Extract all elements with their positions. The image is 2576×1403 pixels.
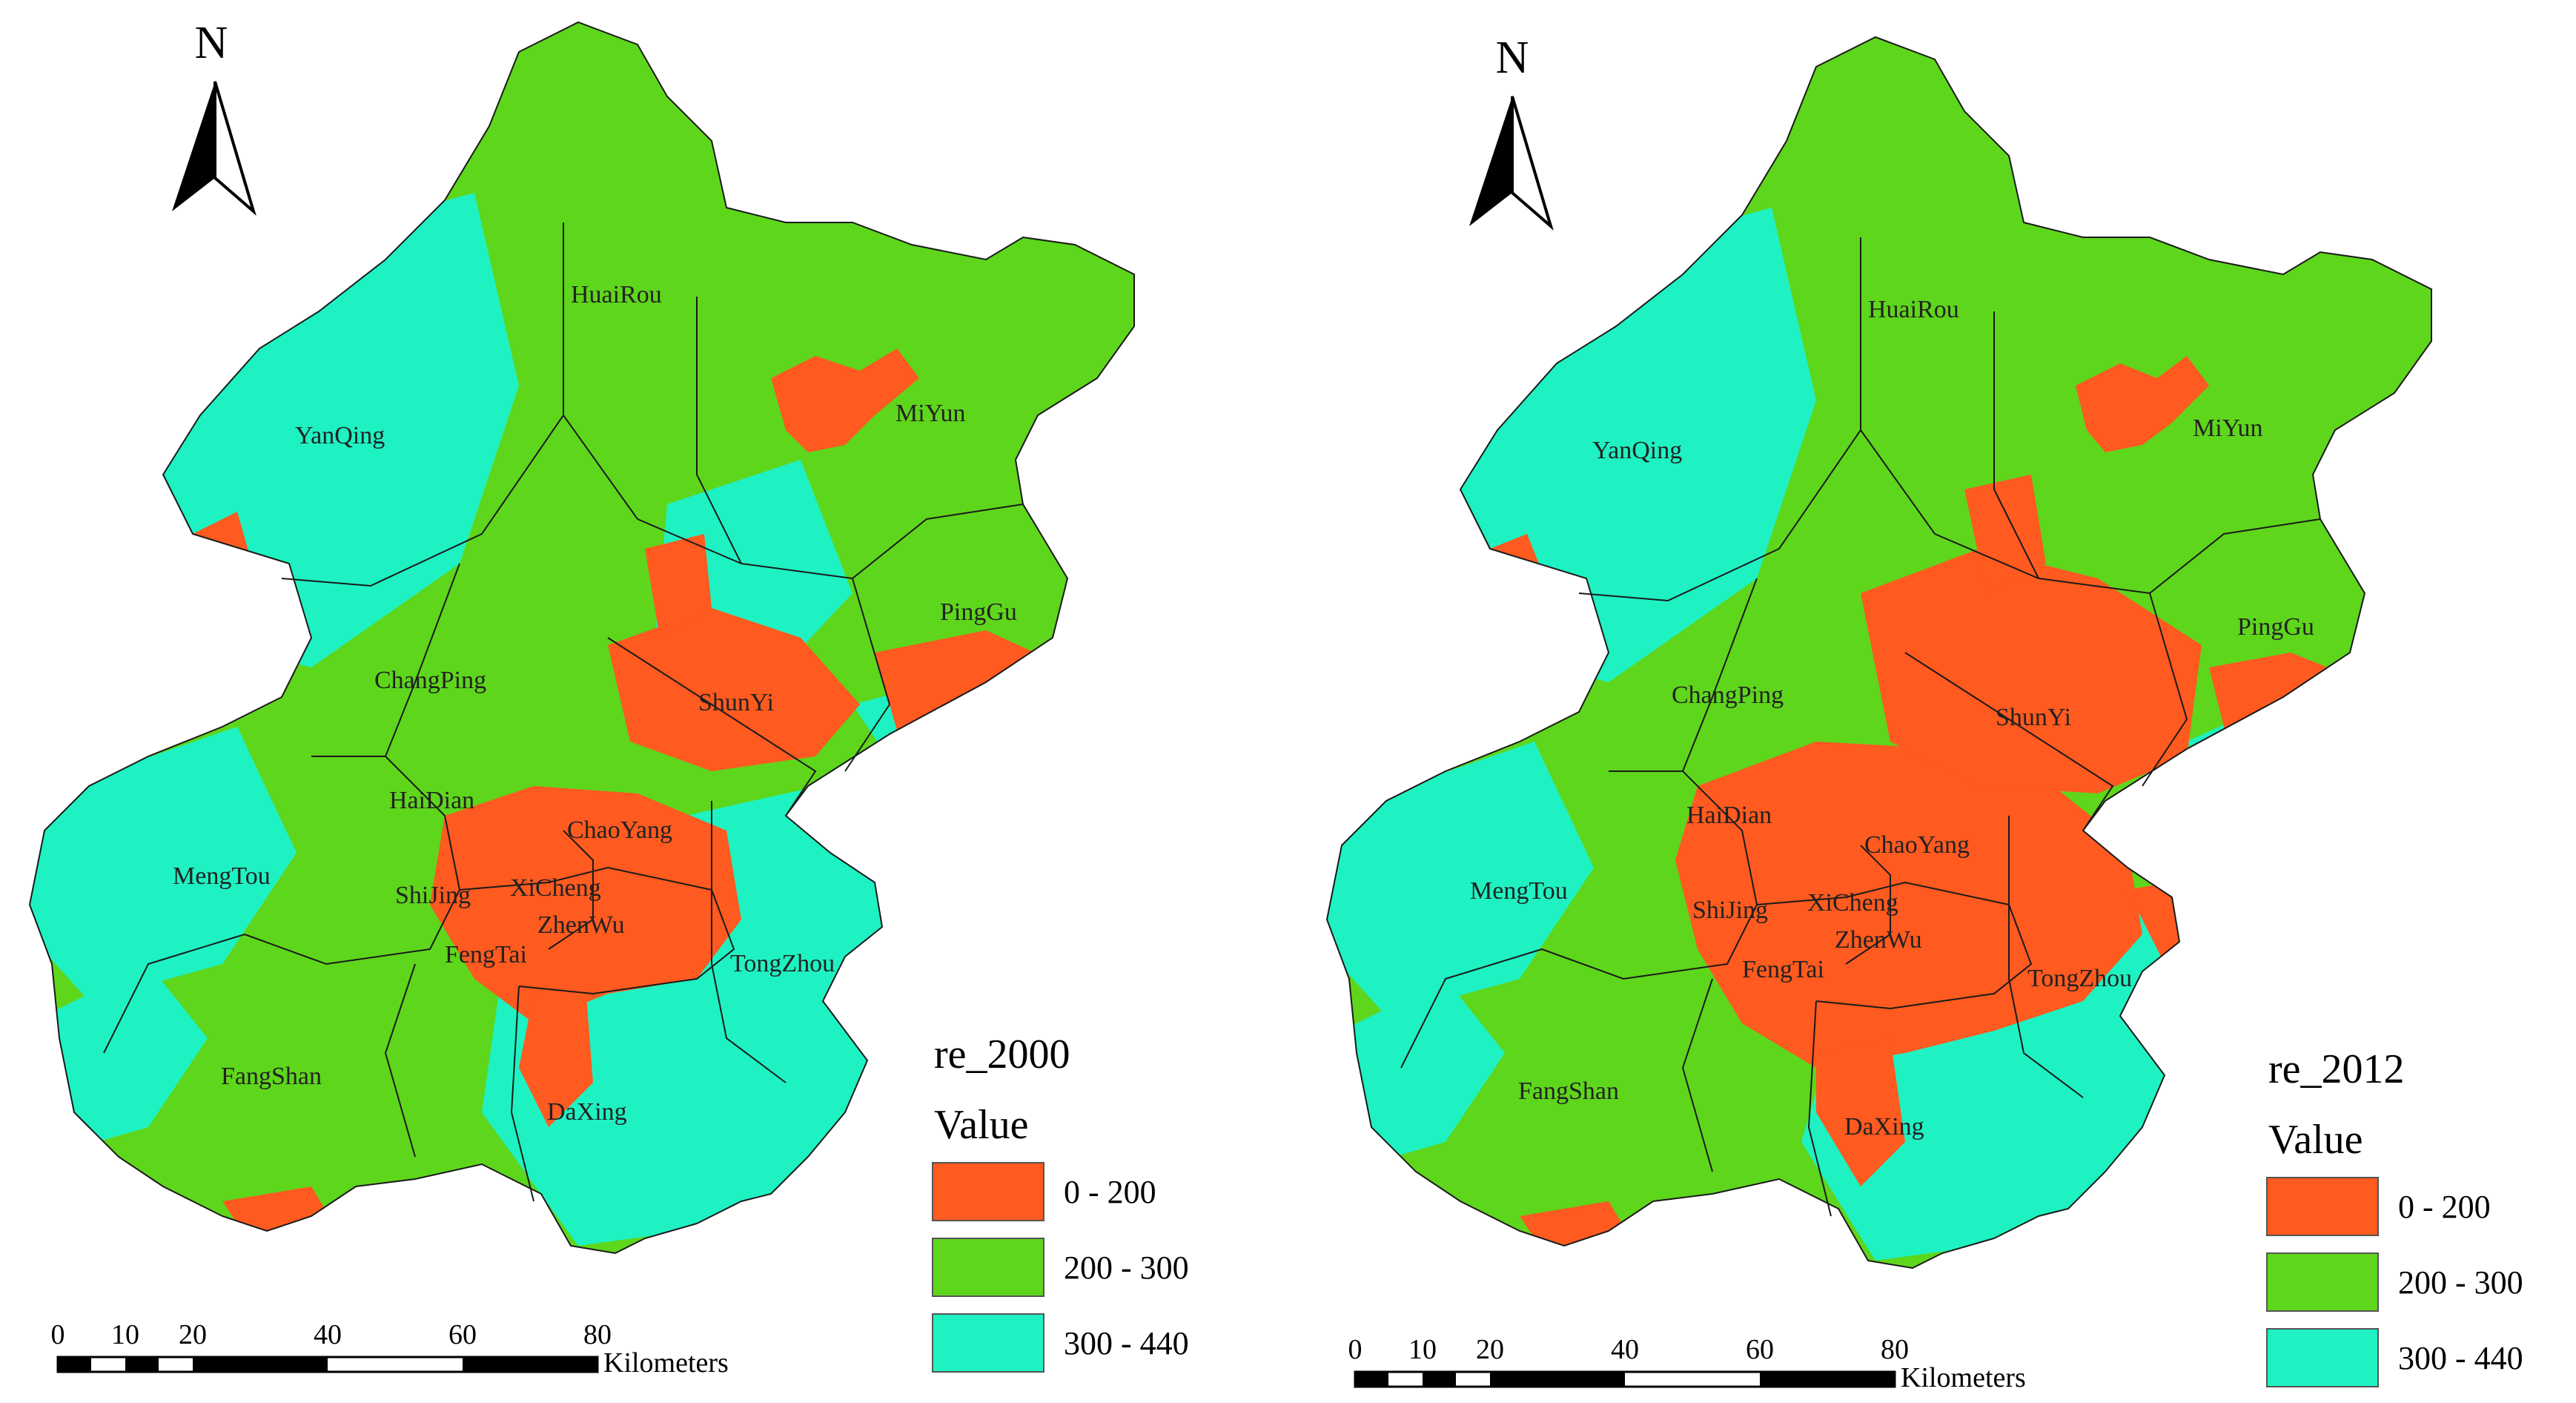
district-label: ShunYi bbox=[698, 689, 774, 716]
north-arrow: N bbox=[1469, 33, 1554, 231]
scale-tick: 0 bbox=[51, 1319, 65, 1350]
scale-tick: 40 bbox=[314, 1319, 342, 1350]
district-label: XiCheng bbox=[510, 874, 601, 902]
low-zone-pinggu bbox=[2209, 653, 2365, 756]
scale-tick: 0 bbox=[1348, 1334, 1363, 1365]
legend-label-high: 300 - 440 bbox=[1064, 1325, 1189, 1361]
district-label: TongZhou bbox=[730, 950, 835, 977]
legend-heading: Value bbox=[934, 1102, 1029, 1148]
scale-tick: 40 bbox=[1611, 1334, 1639, 1365]
district-label: YanQing bbox=[295, 422, 385, 449]
district-label: HaiDian bbox=[1686, 802, 1772, 829]
high-zone-west bbox=[1327, 742, 1594, 1016]
scale-tick: 80 bbox=[1881, 1334, 1909, 1365]
district-label: ChangPing bbox=[1672, 681, 1784, 709]
legend-swatch-mid bbox=[932, 1238, 1044, 1297]
district-labels: HuaiRou MiYun YanQing PingGu ChangPing S… bbox=[1470, 296, 2314, 1140]
legend-swatch-high bbox=[2266, 1328, 2379, 1387]
district-label: MiYun bbox=[895, 400, 965, 427]
legend-2000: re_2000 Value 0 - 200 200 - 300 300 - 44… bbox=[932, 1031, 1189, 1373]
district-label: HuaiRou bbox=[571, 281, 662, 308]
scale-unit: Kilometers bbox=[1901, 1362, 2026, 1393]
district-label: MengTou bbox=[173, 862, 271, 890]
legend-label-mid: 200 - 300 bbox=[2398, 1264, 2523, 1301]
low-zone-urban bbox=[1675, 742, 2142, 1068]
district-label: MengTou bbox=[1470, 877, 1568, 905]
district-labels: HuaiRou MiYun YanQing PingGu ChangPing S… bbox=[173, 281, 1017, 1126]
raster-2000 bbox=[30, 22, 1134, 1253]
north-label: N bbox=[195, 18, 228, 68]
district-label: PingGu bbox=[2237, 613, 2314, 641]
north-arrow-icon bbox=[1469, 96, 1512, 226]
low-zone-pinggu bbox=[875, 630, 1067, 756]
legend-title: re_2000 bbox=[934, 1031, 1070, 1077]
legend-label-mid: 200 - 300 bbox=[1064, 1250, 1189, 1286]
raster-2012 bbox=[1327, 37, 2431, 1268]
low-zone-urban bbox=[430, 786, 741, 1023]
low-zone-corridor bbox=[645, 534, 712, 638]
district-label: FangShan bbox=[1518, 1077, 1619, 1105]
district-label: MiYun bbox=[2193, 415, 2262, 442]
district-label: ShiJing bbox=[1692, 897, 1768, 924]
district-label: ChangPing bbox=[374, 667, 486, 694]
district-label: FangShan bbox=[221, 1063, 322, 1090]
district-label: ZhenWu bbox=[537, 911, 625, 939]
low-zone-south-strip bbox=[519, 986, 593, 1127]
low-zone-corridor bbox=[1964, 475, 2046, 593]
scale-unit: Kilometers bbox=[603, 1347, 729, 1379]
legend-label-high: 300 - 440 bbox=[2398, 1340, 2523, 1376]
north-label: N bbox=[1496, 33, 1529, 83]
legend-swatch-mid bbox=[2266, 1252, 2379, 1312]
district-boundaries bbox=[29, 22, 1135, 1254]
district-label: DaXing bbox=[547, 1098, 627, 1126]
district-label: XiCheng bbox=[1807, 889, 1898, 917]
district-label: HuaiRou bbox=[1868, 296, 1959, 323]
scale-tick: 60 bbox=[1746, 1334, 1774, 1365]
district-label: ChaoYang bbox=[1864, 831, 1970, 859]
district-boundaries bbox=[1326, 36, 2432, 1269]
scale-bar-2000: 0 10 20 40 60 80 Kilometers bbox=[51, 1319, 729, 1379]
reservoir-miyun bbox=[771, 349, 919, 452]
legend-title: re_2012 bbox=[2268, 1046, 2405, 1092]
legend-label-low: 0 - 200 bbox=[2398, 1189, 2491, 1225]
district-label: ChaoYang bbox=[567, 816, 672, 844]
scale-tick: 10 bbox=[111, 1319, 139, 1350]
scale-tick: 60 bbox=[448, 1319, 477, 1350]
district-label: ZhenWu bbox=[1835, 926, 1922, 954]
legend-label-low: 0 - 200 bbox=[1064, 1174, 1156, 1210]
scale-tick: 20 bbox=[179, 1319, 207, 1350]
district-label: ShiJing bbox=[395, 882, 471, 909]
district-label: HaiDian bbox=[389, 787, 474, 814]
north-arrow-icon bbox=[172, 82, 215, 211]
legend-heading: Value bbox=[2268, 1117, 2363, 1163]
low-zone-shunyi bbox=[1861, 549, 2202, 793]
district-label: TongZhou bbox=[2027, 965, 2132, 992]
low-zone-south-strip bbox=[1816, 1038, 1905, 1186]
scale-tick: 80 bbox=[583, 1319, 612, 1350]
scale-tick: 10 bbox=[1408, 1334, 1437, 1365]
legend-swatch-low bbox=[932, 1162, 1044, 1221]
high-zone-west bbox=[30, 727, 297, 1001]
north-arrow: N bbox=[172, 18, 256, 216]
legend-swatch-high bbox=[932, 1313, 1044, 1373]
scale-bar-2012: 0 10 20 40 60 80 Kilometers bbox=[1348, 1334, 2026, 1393]
district-label: ShunYi bbox=[1996, 704, 2071, 731]
low-zone-shunyi bbox=[608, 608, 860, 771]
legend-2012: re_2012 Value 0 - 200 200 - 300 300 - 44… bbox=[2266, 1046, 2523, 1387]
district-label: PingGu bbox=[940, 598, 1017, 626]
district-label: FengTai bbox=[445, 941, 527, 968]
district-label: DaXing bbox=[1844, 1113, 1924, 1140]
map-2000: HuaiRou MiYun YanQing PingGu ChangPing S… bbox=[29, 18, 1189, 1379]
legend-swatch-low bbox=[2266, 1177, 2379, 1236]
reservoir-miyun bbox=[2076, 356, 2209, 452]
district-label: YanQing bbox=[1592, 437, 1682, 464]
district-label: FengTai bbox=[1742, 956, 1824, 983]
scale-tick: 20 bbox=[1476, 1334, 1504, 1365]
map-2012: HuaiRou MiYun YanQing PingGu ChangPing S… bbox=[1326, 33, 2523, 1393]
